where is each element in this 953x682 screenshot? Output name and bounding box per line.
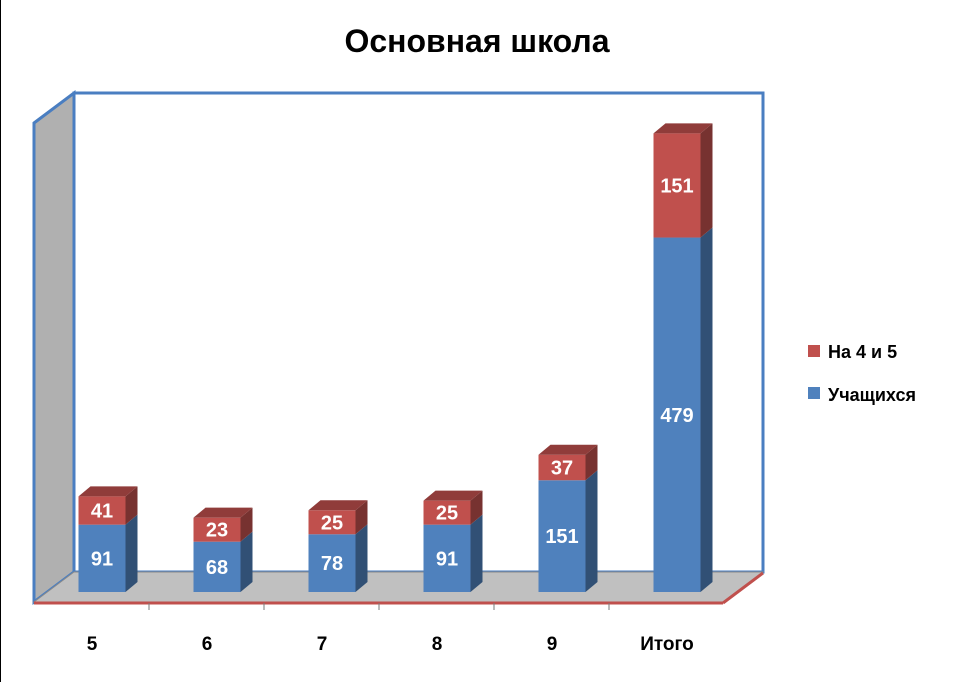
bar-lower-4 — [423, 524, 471, 592]
bar-lower-5 — [538, 480, 586, 592]
bar-lower-side-4 — [470, 514, 483, 592]
tick-label-6: Итого — [640, 634, 694, 655]
bar-upper-side-5 — [585, 444, 598, 481]
bar-stack-2: 68 23 — [193, 507, 253, 592]
data-label-lower-6: 479 — [660, 405, 693, 427]
legend: На 4 и 5 Учащихся — [808, 342, 916, 405]
bar-upper-3 — [308, 510, 356, 535]
legend-item-bottom: Учащихся — [808, 385, 916, 405]
bar-top-3 — [308, 500, 368, 511]
bar-top-1 — [78, 486, 138, 497]
legend-label-top: На 4 и 5 — [828, 342, 897, 362]
bar-stack-6: 479 151 — [653, 123, 713, 593]
bar-upper-5 — [538, 454, 586, 481]
tick-label-5: 9 — [547, 634, 558, 655]
bar-lower-6 — [653, 237, 701, 593]
bar-top-5 — [538, 444, 598, 455]
bar-lower-side-1 — [125, 514, 138, 592]
bar-upper-side-6 — [700, 123, 713, 238]
tick-label-1: 5 — [87, 634, 98, 655]
bar-upper-4 — [423, 500, 471, 525]
bar-upper-2 — [193, 517, 241, 542]
data-label-lower-3: 78 — [321, 553, 343, 575]
bar-stack-3: 78 25 — [308, 500, 368, 592]
bar-stack-1: 91 41 — [78, 486, 138, 592]
data-label-upper-1: 41 — [91, 501, 113, 523]
bar-upper-side-3 — [355, 500, 368, 535]
bar-upper-side-2 — [240, 507, 253, 542]
bars: 91 41 68 23 78 25 91 25 151 37 479 151 — [78, 123, 713, 593]
tick-label-4: 8 — [432, 634, 443, 655]
legend-item-top: На 4 и 5 — [808, 342, 897, 362]
bar-lower-1 — [78, 524, 126, 592]
bar-lower-3 — [308, 534, 356, 592]
bar-lower-2 — [193, 541, 241, 592]
bar-upper-6 — [653, 133, 701, 238]
data-label-upper-3: 25 — [321, 512, 343, 534]
data-label-lower-2: 68 — [206, 557, 228, 579]
legend-swatch-bottom — [808, 387, 820, 399]
side-wall — [32, 90, 76, 605]
data-label-lower-1: 91 — [91, 548, 113, 570]
data-label-upper-5: 37 — [551, 457, 573, 479]
bar-lower-side-6 — [700, 227, 713, 593]
x-axis: 5 6 7 8 9 Итого — [87, 603, 694, 655]
bar-upper-side-4 — [470, 490, 483, 525]
bar-stack-5: 151 37 — [538, 444, 598, 592]
chart-title: Основная школа — [344, 23, 609, 59]
bar-stack-4: 91 25 — [423, 490, 483, 592]
tick-label-3: 7 — [317, 634, 328, 655]
bar-lower-side-2 — [240, 531, 253, 592]
bar-top-4 — [423, 490, 483, 501]
bar-upper-side-1 — [125, 486, 138, 525]
data-label-upper-6: 151 — [660, 175, 693, 197]
tick-label-2: 6 — [202, 634, 213, 655]
data-label-lower-4: 91 — [436, 548, 458, 570]
bar-top-6 — [653, 123, 713, 134]
legend-swatch-top — [808, 345, 820, 357]
bar-lower-side-3 — [355, 524, 368, 592]
floor-right-edge — [722, 571, 764, 605]
bar-upper-1 — [78, 496, 126, 525]
data-label-upper-4: 25 — [436, 503, 458, 525]
bar-top-2 — [193, 507, 253, 518]
data-label-upper-2: 23 — [206, 520, 228, 542]
legend-label-bottom: Учащихся — [828, 385, 916, 405]
bar-lower-side-5 — [585, 470, 598, 592]
data-label-lower-5: 151 — [545, 526, 578, 548]
